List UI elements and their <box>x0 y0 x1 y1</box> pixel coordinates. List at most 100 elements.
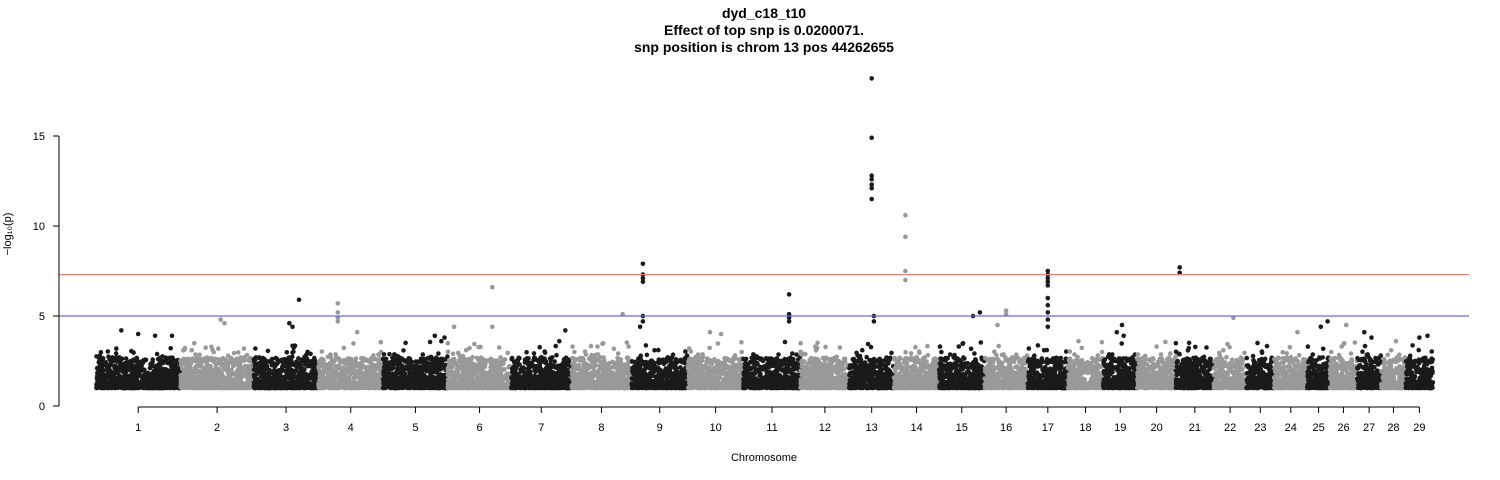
snp-point <box>498 355 503 360</box>
snp-point <box>553 343 558 349</box>
snp-point <box>470 354 475 360</box>
snp-point <box>189 347 194 353</box>
snp-point <box>297 365 303 371</box>
snp-point <box>229 382 234 388</box>
snp-point <box>238 377 243 383</box>
snp-point <box>376 376 382 382</box>
snp-point <box>299 384 305 389</box>
snp-peak-point <box>222 320 227 326</box>
snp-point <box>225 353 231 359</box>
snp-peak-point <box>290 324 295 330</box>
snp-point <box>430 376 436 381</box>
snp-point <box>424 375 430 381</box>
chromosome-1-points <box>94 328 183 391</box>
snp-point <box>571 366 576 371</box>
snp-point <box>165 360 170 366</box>
snp-point <box>463 381 469 387</box>
snp-point <box>476 385 482 390</box>
snp-point <box>312 358 318 363</box>
snp-point <box>107 379 112 385</box>
snp-point <box>545 371 550 376</box>
snp-point <box>152 368 158 374</box>
snp-point <box>100 356 106 361</box>
snp-point <box>119 362 124 368</box>
snp-point <box>549 355 555 360</box>
snp-point <box>290 385 296 391</box>
snp-point <box>100 367 105 372</box>
snp-point <box>107 363 112 369</box>
snp-point <box>123 362 128 367</box>
snp-point <box>582 364 587 370</box>
snp-point <box>328 355 334 361</box>
snp-point <box>271 385 277 391</box>
snp-point <box>173 378 178 384</box>
snp-point <box>107 357 112 362</box>
snp-point <box>552 385 557 390</box>
snp-peak-point <box>169 333 175 339</box>
snp-point <box>272 380 278 386</box>
snp-point <box>381 368 387 374</box>
snp-point <box>421 384 426 390</box>
snp-point <box>282 356 288 362</box>
snp-point <box>580 385 585 391</box>
snp-point <box>438 356 444 362</box>
snp-point <box>271 375 277 380</box>
snp-point <box>105 385 110 391</box>
snp-point <box>194 379 199 385</box>
snp-point <box>247 368 252 374</box>
snp-point <box>131 382 136 387</box>
chromosome-7-points <box>509 328 574 391</box>
snp-point <box>560 366 565 371</box>
snp-point <box>372 356 378 362</box>
snp-point <box>404 384 410 390</box>
snp-point <box>371 372 377 377</box>
snp-point <box>407 367 413 373</box>
snp-point <box>103 380 108 386</box>
snp-point <box>446 377 452 383</box>
snp-point <box>304 376 309 381</box>
snp-point <box>427 339 433 345</box>
snp-point <box>513 368 518 374</box>
snp-peak-point <box>451 324 457 330</box>
snp-point <box>390 365 395 370</box>
snp-point <box>348 385 353 391</box>
snp-point <box>105 349 111 354</box>
snp-point <box>535 366 541 372</box>
snp-point <box>291 349 296 355</box>
snp-point <box>511 378 517 383</box>
snp-point <box>381 379 386 385</box>
snp-point <box>149 381 155 387</box>
snp-point <box>241 346 247 351</box>
chart-subtitle-position: snp position is chrom 13 pos 44262655 <box>634 39 894 55</box>
snp-point <box>385 380 391 385</box>
snp-point <box>393 372 399 378</box>
snp-point <box>476 358 481 363</box>
snp-point <box>182 347 187 353</box>
snp-point <box>473 363 478 368</box>
snp-point <box>168 371 174 376</box>
snp-point <box>418 376 423 381</box>
snp-point <box>202 358 207 364</box>
snp-point <box>580 380 586 386</box>
snp-point <box>394 384 400 390</box>
snp-point <box>411 378 417 384</box>
snp-point <box>206 366 212 371</box>
snp-point <box>138 367 143 372</box>
snp-point <box>624 340 630 345</box>
snp-point <box>174 365 179 371</box>
snp-point <box>180 380 185 385</box>
snp-point <box>511 359 517 365</box>
snp-point <box>209 344 214 350</box>
snp-point <box>403 340 408 346</box>
snp-point <box>331 380 337 385</box>
snp-peak-point <box>135 331 141 337</box>
snp-point <box>218 359 224 365</box>
snp-point <box>157 377 162 383</box>
snp-point <box>392 358 398 363</box>
snp-point <box>467 365 473 371</box>
snp-point <box>284 350 290 355</box>
snp-point <box>604 363 610 369</box>
snp-point <box>536 384 541 390</box>
snp-point <box>385 365 391 370</box>
snp-point <box>116 375 122 380</box>
